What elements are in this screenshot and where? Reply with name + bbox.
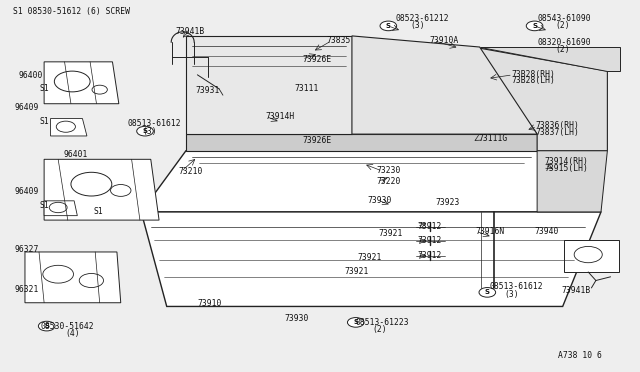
Circle shape xyxy=(380,21,397,31)
Text: (3): (3) xyxy=(411,22,426,31)
Polygon shape xyxy=(537,151,607,212)
Polygon shape xyxy=(44,201,77,216)
Text: 73836(RH): 73836(RH) xyxy=(536,122,580,131)
Polygon shape xyxy=(352,36,537,134)
Text: 73941B: 73941B xyxy=(561,286,591,295)
Text: S: S xyxy=(143,128,148,134)
Polygon shape xyxy=(51,119,87,136)
Text: 73914(RH): 73914(RH) xyxy=(545,157,589,166)
Text: (2): (2) xyxy=(555,22,570,31)
Text: 96321: 96321 xyxy=(15,285,39,294)
Text: 08320-61690: 08320-61690 xyxy=(537,38,591,47)
Text: A738 10 6: A738 10 6 xyxy=(557,351,602,360)
Text: 73220: 73220 xyxy=(376,177,401,186)
Text: 73912: 73912 xyxy=(417,236,442,246)
Circle shape xyxy=(479,288,495,297)
Text: 08543-61090: 08543-61090 xyxy=(537,14,591,23)
Text: 73931: 73931 xyxy=(195,86,220,95)
Text: 73837(LH): 73837(LH) xyxy=(536,128,580,137)
Text: 96400: 96400 xyxy=(19,71,43,80)
Text: (2): (2) xyxy=(372,325,387,334)
Text: S: S xyxy=(386,23,391,29)
Text: 73210: 73210 xyxy=(178,167,203,176)
Text: 73912: 73912 xyxy=(417,251,442,260)
Polygon shape xyxy=(564,240,619,272)
Polygon shape xyxy=(25,252,121,303)
Polygon shape xyxy=(186,36,352,134)
Circle shape xyxy=(137,126,154,136)
Circle shape xyxy=(38,321,55,331)
Text: 73B28(RH): 73B28(RH) xyxy=(511,70,556,78)
Text: 73230: 73230 xyxy=(376,166,401,175)
Text: 73111G: 73111G xyxy=(478,134,508,143)
Text: S: S xyxy=(44,323,49,329)
Text: 73111: 73111 xyxy=(294,84,319,93)
Polygon shape xyxy=(141,212,601,307)
Polygon shape xyxy=(186,134,537,151)
Polygon shape xyxy=(44,62,119,104)
Circle shape xyxy=(348,318,364,327)
Text: 73914H: 73914H xyxy=(266,112,295,121)
Text: 73930: 73930 xyxy=(285,314,309,323)
Circle shape xyxy=(526,21,543,31)
Text: 73941B: 73941B xyxy=(175,26,205,36)
Polygon shape xyxy=(473,47,607,151)
Text: 08530-51642: 08530-51642 xyxy=(40,321,94,331)
Text: (2): (2) xyxy=(555,45,570,54)
Text: 73921: 73921 xyxy=(357,253,381,262)
Text: 08513-61612: 08513-61612 xyxy=(127,119,180,128)
Polygon shape xyxy=(44,159,159,220)
Text: 73923: 73923 xyxy=(435,198,460,207)
Text: 73926E: 73926E xyxy=(302,55,332,64)
Text: 96327: 96327 xyxy=(15,245,39,254)
Text: 96401: 96401 xyxy=(63,150,88,159)
Text: 73940: 73940 xyxy=(534,227,559,236)
Text: S1: S1 xyxy=(39,201,49,210)
Text: S1: S1 xyxy=(39,84,49,93)
Text: 73921: 73921 xyxy=(344,267,369,276)
Text: 73835: 73835 xyxy=(326,36,351,45)
Text: 08513-61612: 08513-61612 xyxy=(490,282,543,291)
Text: 96409: 96409 xyxy=(15,187,39,196)
Text: 08513-61223: 08513-61223 xyxy=(356,318,410,327)
Text: (4): (4) xyxy=(66,329,81,338)
Text: 73B28(LH): 73B28(LH) xyxy=(511,76,556,85)
Text: S1: S1 xyxy=(39,117,49,126)
Text: S1: S1 xyxy=(94,207,104,216)
Text: 73916N: 73916N xyxy=(476,227,505,236)
Polygon shape xyxy=(479,47,620,71)
Text: S1 08530-51612 (6) SCREW: S1 08530-51612 (6) SCREW xyxy=(13,7,131,16)
Text: (3): (3) xyxy=(504,290,518,299)
Text: 73915(LH): 73915(LH) xyxy=(545,164,589,173)
Text: (3): (3) xyxy=(143,126,157,136)
Text: S: S xyxy=(485,289,490,295)
Polygon shape xyxy=(141,151,601,212)
Text: 73912: 73912 xyxy=(417,221,442,231)
Text: 73921: 73921 xyxy=(379,229,403,238)
Text: S: S xyxy=(532,23,537,29)
Text: 96409: 96409 xyxy=(15,103,39,112)
Text: 73926E: 73926E xyxy=(302,136,332,145)
Text: S: S xyxy=(353,320,358,326)
Text: 08523-61212: 08523-61212 xyxy=(396,14,449,23)
Text: 73930: 73930 xyxy=(367,196,392,205)
Text: 73910A: 73910A xyxy=(430,36,459,45)
Text: 73910: 73910 xyxy=(197,299,222,308)
